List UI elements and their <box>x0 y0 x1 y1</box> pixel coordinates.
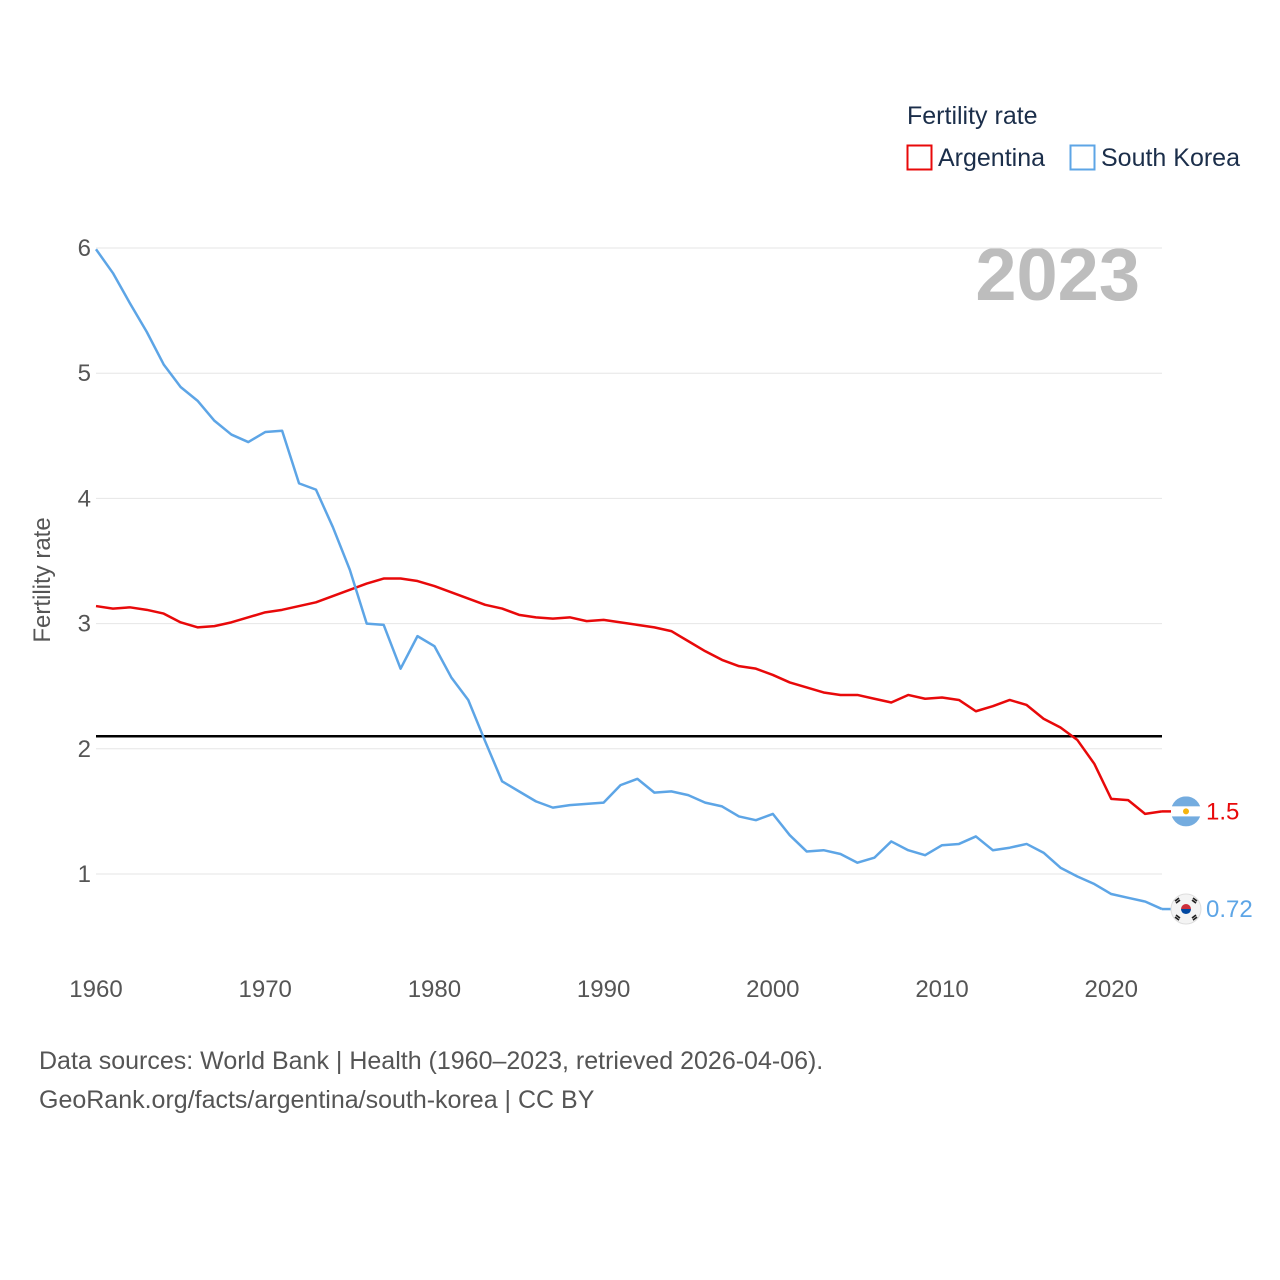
end-marker-south-korea: 0.72 <box>1162 893 1253 925</box>
legend-item-argentina[interactable]: Argentina <box>906 144 1046 172</box>
grid-lines <box>96 247 1162 875</box>
y-tick-label: 1 <box>78 861 91 888</box>
source-line-2: GeoRank.org/facts/argentina/south-korea … <box>39 1086 595 1114</box>
legend[interactable]: Fertility rate Argentina South Korea <box>906 102 1241 172</box>
series-lines <box>94 248 1163 911</box>
legend-item-south-korea[interactable]: South Korea <box>1069 144 1241 172</box>
argentina-line <box>95 577 1163 816</box>
source-line-1: Data sources: World Bank | Health (1960–… <box>39 1047 823 1075</box>
y-tick-label: 3 <box>78 611 91 638</box>
y-tick-label: 5 <box>78 360 91 387</box>
south-korea-line <box>94 248 1163 911</box>
end-marker-argentina: 1.5 <box>1162 796 1239 827</box>
x-tick-label: 2020 <box>1085 976 1138 1003</box>
y-axis-ticks: 1 2 3 4 5 6 <box>78 235 91 888</box>
x-tick-label: 1990 <box>577 976 630 1003</box>
x-tick-label: 1960 <box>69 976 122 1003</box>
x-tick-label: 2010 <box>915 976 968 1003</box>
y-tick-label: 2 <box>78 736 91 763</box>
x-tick-label: 2000 <box>746 976 799 1003</box>
legend-label-south-korea: South Korea <box>1101 144 1240 172</box>
legend-swatch-south-korea <box>1069 144 1096 171</box>
south-korea-flag-icon <box>1170 893 1202 925</box>
y-tick-label: 6 <box>78 235 91 262</box>
y-axis-title: Fertility rate <box>29 517 56 642</box>
x-tick-label: 1970 <box>239 976 292 1003</box>
year-watermark: 2023 <box>975 233 1140 316</box>
legend-label-argentina: Argentina <box>938 144 1045 172</box>
x-tick-label: 1980 <box>408 976 461 1003</box>
end-label-south-korea: 0.72 <box>1206 896 1253 923</box>
argentina-flag-icon <box>1171 796 1201 827</box>
legend-swatch-argentina <box>906 144 933 171</box>
y-tick-label: 4 <box>78 485 91 512</box>
legend-title: Fertility rate <box>907 102 1038 130</box>
end-label-argentina: 1.5 <box>1206 798 1239 825</box>
x-axis-ticks: 1960 1970 1980 1990 2000 2010 2020 <box>69 976 1138 1003</box>
